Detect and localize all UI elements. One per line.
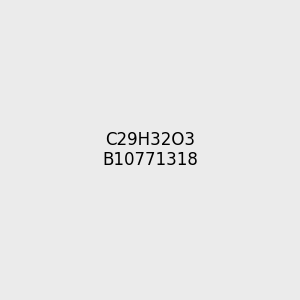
Text: C29H32O3
B10771318: C29H32O3 B10771318 <box>102 130 198 170</box>
